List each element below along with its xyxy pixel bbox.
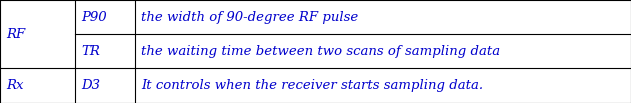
Text: the waiting time between two scans of sampling data: the waiting time between two scans of sa…: [141, 44, 500, 57]
Text: D3: D3: [81, 79, 100, 92]
Text: P90: P90: [81, 11, 107, 23]
Text: RF: RF: [6, 28, 25, 40]
Text: the width of 90-degree RF pulse: the width of 90-degree RF pulse: [141, 11, 358, 23]
Text: TR: TR: [81, 44, 100, 57]
Text: Rx: Rx: [6, 79, 23, 92]
Text: It controls when the receiver starts sampling data.: It controls when the receiver starts sam…: [141, 79, 483, 92]
